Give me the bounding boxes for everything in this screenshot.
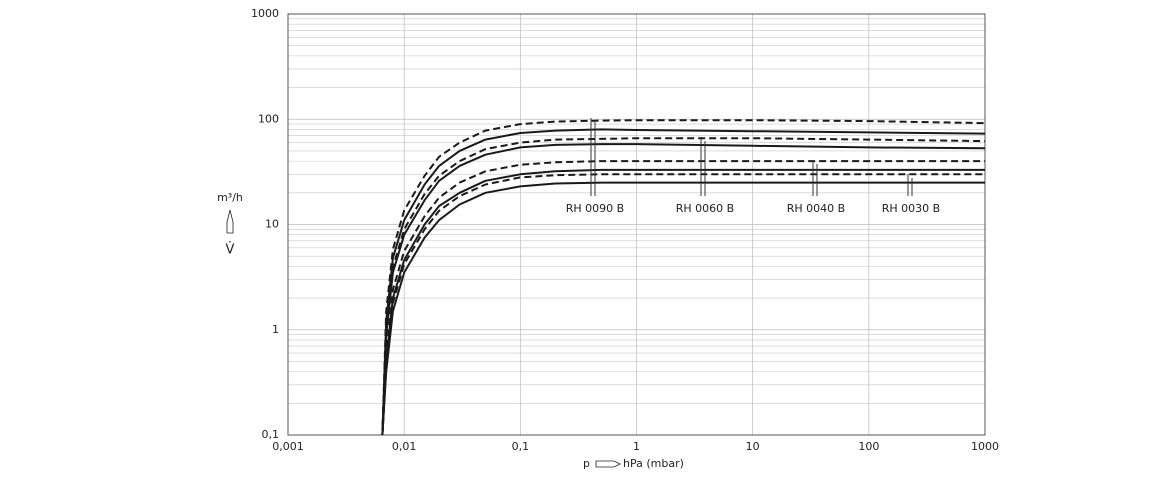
solid-curve [381,143,986,436]
solid-curve [381,128,986,436]
x-arrow [595,460,621,468]
y-tick-label: 100 [258,112,279,125]
plot-frame [287,13,986,436]
y-symbol: V̇ [226,242,235,257]
annotation: RH 0030 B [882,202,940,215]
annotation: RH 0090 B [566,202,624,215]
x-tick-label: 0,1 [512,440,530,453]
solid-curve [381,168,985,436]
y-arrow [226,209,234,234]
y-tick-label: 10 [265,218,279,231]
x-tick-label: 0,01 [392,440,417,453]
x-tick-label: 0,001 [272,440,304,453]
annotation: RH 0040 B [787,202,845,215]
y-tick-label: 0,1 [262,428,280,441]
solid-curve [381,181,985,436]
y-unit: m³/h [217,191,243,204]
dashed-curve [381,160,985,436]
x-tick-label: 1000 [971,440,999,453]
x-tick-label: 1 [633,440,640,453]
dashed-curve [381,173,985,436]
annotation: RH 0060 B [676,202,734,215]
x-tick-label: 10 [746,440,760,453]
x-tick-label: 100 [858,440,879,453]
x-symbol: p [583,457,590,470]
dashed-curve [381,119,986,436]
y-tick-label: 1 [272,323,279,336]
x-unit: hPa (mbar) [623,457,684,470]
dashed-curve [381,137,986,436]
y-tick-label: 1000 [251,7,279,20]
